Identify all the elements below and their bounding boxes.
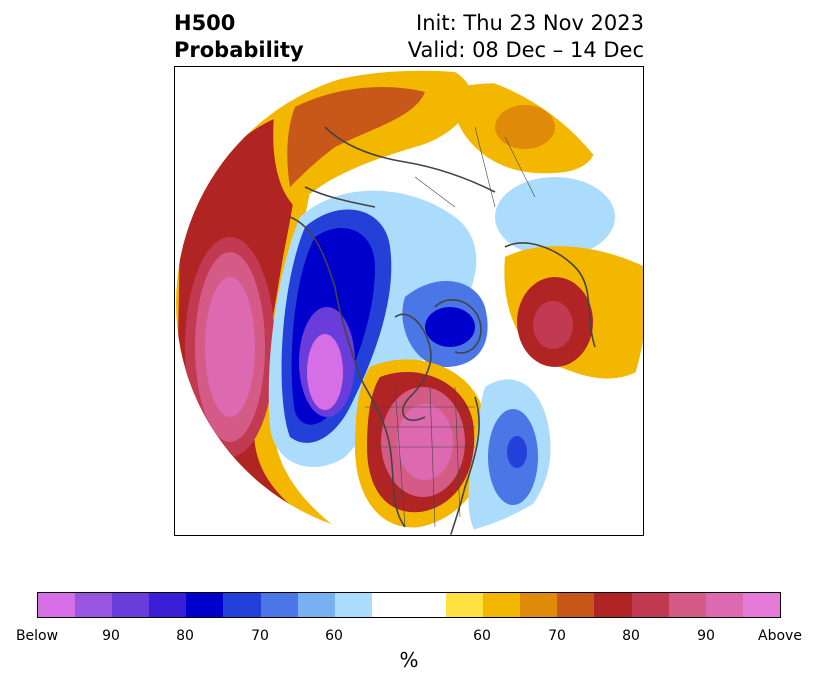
anomaly-greenland-max — [425, 307, 475, 347]
coastlines — [289, 126, 596, 535]
colorbar-tick-label: 90 — [697, 628, 715, 644]
colorbar-swatch — [186, 593, 224, 617]
colorbar-swatch — [223, 593, 261, 617]
colorbar-swatch — [38, 593, 76, 617]
colorbar-swatch — [75, 593, 113, 617]
colorbar-tick-label: Below — [15, 628, 59, 644]
title-line-2: Probability — [174, 38, 304, 62]
colorbar-unit-label: % — [399, 648, 419, 672]
anomaly-north-pacific-peak — [205, 277, 255, 417]
colorbar-swatch — [557, 593, 595, 617]
colorbar — [37, 592, 781, 618]
colorbar-tick-label: 60 — [473, 628, 491, 644]
borders — [365, 126, 536, 528]
probability-map — [174, 66, 644, 536]
colorbar-tick-label: 70 — [251, 628, 269, 644]
forecast-dates: Init: Thu 23 Nov 2023 Valid: 08 Dec – 14… — [408, 10, 644, 64]
colorbar-swatch — [371, 593, 447, 617]
anomaly-siberia-core — [495, 105, 555, 149]
anomaly-arctic-core — [287, 87, 425, 187]
colorbar-tick-label: 80 — [176, 628, 194, 644]
colorbar-tick-label: 90 — [102, 628, 120, 644]
colorbar-swatch — [668, 593, 706, 617]
colorbar-swatch — [297, 593, 335, 617]
colorbar-swatch — [742, 593, 780, 617]
anomaly-atlantic-max — [507, 436, 527, 468]
colorbar-swatch — [334, 593, 372, 617]
colorbar-tick-label: 80 — [622, 628, 640, 644]
colorbar-swatch — [483, 593, 521, 617]
colorbar-tick-label: Above — [758, 628, 802, 644]
anomaly-scandinavia-below — [495, 177, 615, 257]
map-canvas — [176, 68, 643, 535]
valid-range: Valid: 08 Dec – 14 Dec — [407, 38, 644, 62]
colorbar-swatch — [705, 593, 743, 617]
colorbar-swatch — [112, 593, 150, 617]
colorbar-swatch — [260, 593, 298, 617]
product-title: H500 Probability — [174, 10, 304, 64]
colorbar-swatch — [446, 593, 484, 617]
anomaly-central-us-max — [397, 404, 453, 480]
init-date: Init: Thu 23 Nov 2023 — [416, 11, 644, 35]
colorbar-swatch — [594, 593, 632, 617]
colorbar-swatch — [520, 593, 558, 617]
colorbar-swatch — [631, 593, 669, 617]
colorbar-tick-label: 60 — [325, 628, 343, 644]
map-fields — [176, 68, 643, 535]
anomaly-western-europe-max — [533, 301, 573, 349]
colorbar-tick-label: 70 — [548, 628, 566, 644]
anomaly-western-canada-max — [307, 334, 343, 410]
title-line-1: H500 — [174, 11, 236, 35]
colorbar-swatch — [149, 593, 187, 617]
